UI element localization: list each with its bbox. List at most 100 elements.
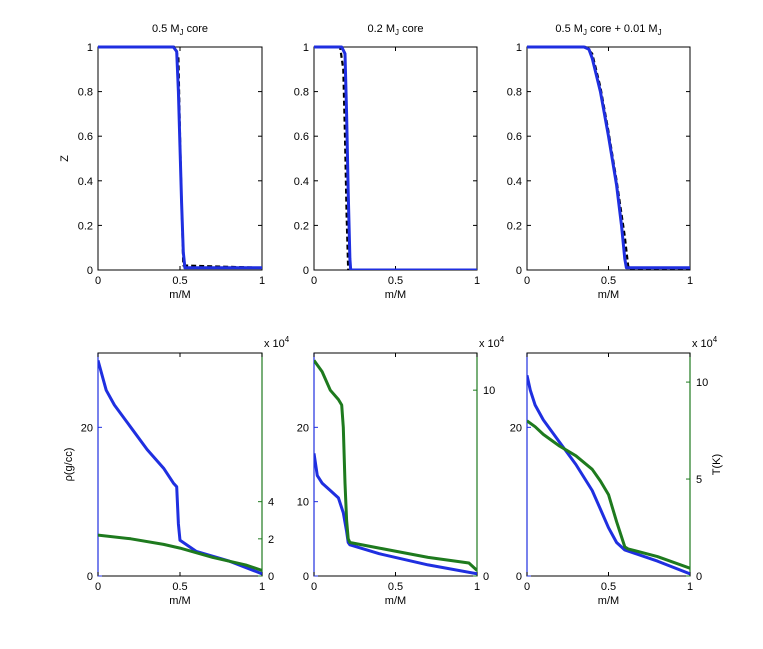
axes-box [97,352,263,577]
y-tick-label: 0.6 [507,131,522,143]
multiplier-exponent: 4 [285,335,290,344]
panel-1: 0 0.5 1 0 0.2 0.4 0.6 0.8 1 m/M Z [59,42,265,301]
x-axis-label: m/M [385,595,406,607]
x-tick-label: 0.5 [172,275,187,287]
y-tick-label: 0.2 [507,220,522,232]
x-tick-label: 1 [474,581,480,593]
x-tick-label: 1 [687,581,693,593]
x-axis-label: m/M [169,595,190,607]
x-tick-label: 0 [311,275,317,287]
x-axis-label: m/M [598,289,619,301]
y-tick-label: 0.8 [78,87,93,99]
x-tick-label: 1 [259,275,265,287]
title-subscript-2: J [658,28,662,37]
series-temperature [98,533,262,572]
panel-2: 0 0.5 1 0 0.2 0.4 0.6 0.8 1 m/M [294,42,480,301]
x-tick-label: 0 [311,581,317,593]
y-tick-label: 0.2 [294,220,309,232]
title-subscript: J [395,28,399,37]
x-tick-label: 0.5 [172,581,187,593]
title-rest: core [184,23,208,35]
y-right-tick-label: 2 [268,534,274,546]
y-tick-label: 0 [303,265,309,277]
series-Z-alt [314,45,477,270]
y-tick-label: 20 [510,422,522,434]
x-tick-label: 1 [474,275,480,287]
y-tick-label: 0.8 [507,87,522,99]
multiplier-base: x 10 [692,338,713,350]
series-temperature [527,419,690,570]
x-tick-label: 0.5 [601,275,616,287]
axes-box [313,352,478,577]
panel-3: 0 0.5 1 0 0.2 0.4 0.6 0.8 1 m/M [507,42,693,301]
y-tick-label: 1 [516,42,522,54]
panel-2-title: 0.5 MJ core + 0.01 MJ [555,23,661,37]
series-Z-alt [527,45,690,270]
y-right-tick-label: 4 [268,497,274,509]
title-subscript: J [583,28,587,37]
panel-0-title: 0.5 MJ core [152,23,208,37]
y-axis-label: ρ(g/cc) [63,448,75,482]
title-main: 0.2 M [368,23,396,35]
y-tick-label: 0.8 [294,87,309,99]
x-axis-label: m/M [385,289,406,301]
x-tick-label: 0 [95,581,101,593]
series-Z [314,45,477,270]
x-tick-label: 0 [524,581,530,593]
x-axis-label: m/M [598,595,619,607]
x-tick-label: 0.5 [388,581,403,593]
multiplier-exponent: 4 [713,335,718,344]
y-tick-label: 0 [516,571,522,583]
y-right-tick-label: 5 [696,474,702,486]
y-axis-label: Z [59,155,71,162]
title-rest: core [399,23,423,35]
series-Z [98,45,262,270]
panel-1-title: 0.2 MJ core [368,23,424,37]
series-density [527,374,690,576]
y-tick-label: 0 [87,265,93,277]
x-tick-label: 0.5 [388,275,403,287]
x-axis-label: m/M [169,289,190,301]
y-tick-label: 0.4 [294,176,309,188]
y-tick-label: 1 [303,42,309,54]
y-right-tick-label: 0 [696,571,702,583]
multiplier-base: x 10 [264,338,285,350]
x-tick-label: 1 [687,275,693,287]
x-tick-label: 0 [95,275,101,287]
y-tick-label: 20 [297,422,309,434]
y-tick-label: 0.2 [78,220,93,232]
title-main: 0.5 M [152,23,180,35]
axes-box [313,46,478,271]
right-axis-multiplier: x 104 [479,335,505,350]
y-right-tick-label: 0 [483,571,489,583]
title-subscript: J [180,28,184,37]
y-tick-label: 0.6 [294,131,309,143]
title-rest: core + 0.01 M [587,23,658,35]
axes-box [526,352,691,577]
axes-box [526,46,691,271]
right-axis-multiplier: x 104 [692,335,718,350]
y-tick-label: 0 [303,571,309,583]
y-right-axis-label: T(K) [711,454,723,475]
y-tick-label: 10 [297,497,309,509]
y-tick-label: 0.6 [78,131,93,143]
title-main: 0.5 M [555,23,583,35]
y-tick-label: 1 [87,42,93,54]
y-tick-label: 0 [87,571,93,583]
y-right-tick-label: 10 [696,377,708,389]
x-tick-label: 0 [524,275,530,287]
y-tick-label: 0 [516,265,522,277]
y-right-tick-label: 10 [483,385,495,397]
y-tick-label: 0.4 [78,176,93,188]
multiplier-exponent: 4 [500,335,505,344]
right-axis-multiplier: x 104 [264,335,290,350]
series-density [314,453,477,576]
y-right-tick-label: 0 [268,571,274,583]
y-tick-label: 20 [81,422,93,434]
x-tick-label: 0.5 [601,581,616,593]
y-tick-label: 0.4 [507,176,522,188]
